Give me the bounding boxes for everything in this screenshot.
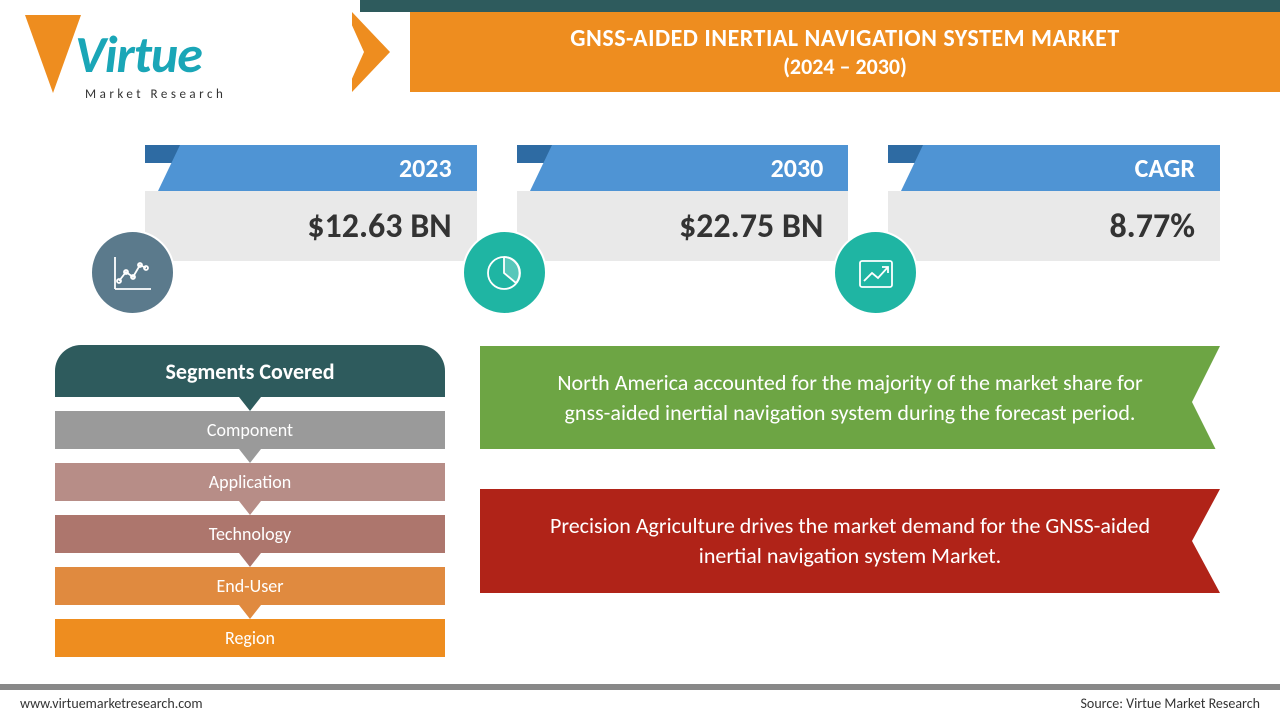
insights-panel: North America accounted for the majority… xyxy=(480,346,1220,633)
stat-value: $22.75 BN xyxy=(517,191,849,261)
stat-label: 2023 xyxy=(180,145,477,191)
stat-value: $12.63 BN xyxy=(145,191,477,261)
segment-item: Region xyxy=(55,619,445,657)
growth-chart-icon xyxy=(833,230,918,315)
footer-source: Source: Virtue Market Research xyxy=(1081,695,1261,712)
logo-subtext: Market Research xyxy=(85,87,226,102)
top-accent-bar xyxy=(0,0,1280,12)
segment-item: End-User xyxy=(55,567,445,605)
line-chart-icon xyxy=(90,230,175,315)
title-line-2: (2024 – 2030) xyxy=(783,53,907,80)
segment-item: Component xyxy=(55,411,445,449)
title-chevron-icon xyxy=(352,12,390,92)
title-banner: GNSS-AIDED INERTIAL NAVIGATION SYSTEM MA… xyxy=(410,12,1280,92)
footer-url: www.virtuemarketresearch.com xyxy=(20,695,203,712)
segment-item: Technology xyxy=(55,515,445,553)
logo-text: Virtue xyxy=(75,22,202,86)
segment-arrow-icon xyxy=(239,397,261,411)
stat-card-cagr: CAGR 8.77% xyxy=(888,145,1220,305)
stat-value: 8.77% xyxy=(888,191,1220,261)
segment-item: Application xyxy=(55,463,445,501)
insight-green: North America accounted for the majority… xyxy=(480,346,1220,449)
logo-mark: Virtue Market Research xyxy=(30,20,260,100)
pie-chart-icon xyxy=(462,230,547,315)
segments-panel: Segments Covered Component Application Tec… xyxy=(55,345,445,657)
stat-card-2030: 2030 $22.75 BN xyxy=(517,145,849,305)
stat-label: 2030 xyxy=(552,145,849,191)
logo-v-shape xyxy=(25,15,81,93)
footer: www.virtuemarketresearch.com Source: Vir… xyxy=(0,684,1280,720)
segment-arrow-icon xyxy=(239,449,261,463)
segment-arrow-icon xyxy=(239,605,261,619)
logo: Virtue Market Research xyxy=(30,12,350,107)
title-line-1: GNSS-AIDED INERTIAL NAVIGATION SYSTEM MA… xyxy=(570,24,1119,53)
stat-card-2023: 2023 $12.63 BN xyxy=(145,145,477,305)
segment-arrow-icon xyxy=(239,501,261,515)
segments-header: Segments Covered xyxy=(55,345,445,397)
stats-row: 2023 $12.63 BN 2030 $22.75 BN CAGR 8.77% xyxy=(145,145,1220,305)
insight-red: Precision Agriculture drives the market … xyxy=(480,489,1220,592)
stat-label: CAGR xyxy=(923,145,1220,191)
segment-arrow-icon xyxy=(239,553,261,567)
